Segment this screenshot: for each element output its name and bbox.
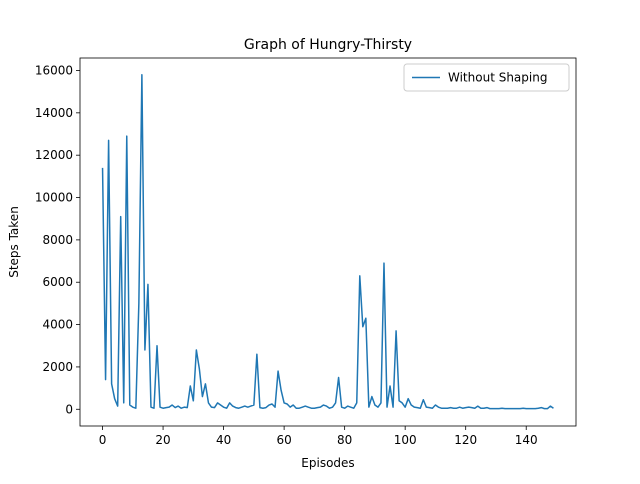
x-tick-label: 20 [155, 433, 170, 447]
chart-title: Graph of Hungry-Thirsty [244, 37, 412, 53]
x-tick-label: 140 [515, 433, 538, 447]
x-axis-label: Episodes [301, 456, 354, 470]
x-tick-label: 0 [99, 433, 107, 447]
y-tick-label: 6000 [42, 275, 73, 289]
x-tick-label: 60 [276, 433, 291, 447]
data-line [101, 73, 554, 410]
y-axis-label: Steps Taken [7, 206, 21, 278]
y-tick-label: 4000 [42, 318, 73, 332]
y-tick-label: 14000 [35, 106, 73, 120]
y-tick-label: 0 [65, 402, 73, 416]
legend-box [403, 63, 570, 92]
x-tick-label: 100 [394, 433, 417, 447]
x-tick-label: 120 [454, 433, 477, 447]
y-tick-label: 12000 [35, 148, 73, 162]
y-tick-label: 8000 [42, 233, 73, 247]
legend-label: Without Shaping [448, 71, 547, 85]
x-tick-label: 80 [337, 433, 352, 447]
y-tick-label: 10000 [35, 191, 73, 205]
y-tick-label: 2000 [42, 360, 73, 374]
x-tick-label: 40 [216, 433, 231, 447]
plot-frame [79, 57, 577, 427]
y-tick-label: 16000 [35, 63, 73, 77]
